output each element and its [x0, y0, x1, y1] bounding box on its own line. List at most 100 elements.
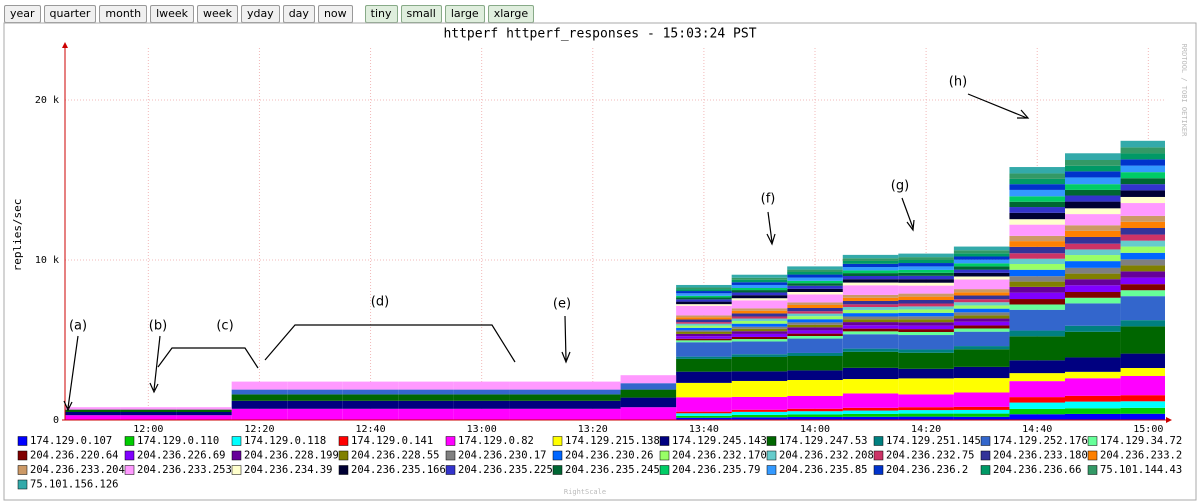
- legend-label: 204.236.236.66: [993, 464, 1082, 476]
- area-segment: [231, 408, 288, 420]
- area-segment: [842, 297, 899, 301]
- area-segment: [953, 366, 1010, 379]
- area-segment: [787, 311, 843, 314]
- area-segment: [1065, 236, 1121, 244]
- area-segment: [1065, 153, 1121, 160]
- area-segment: [676, 397, 732, 412]
- annotation: (a): [69, 319, 87, 334]
- area-segment: [953, 269, 1010, 273]
- legend-label: 174.129.247.53: [779, 435, 868, 447]
- area-segment: [1120, 271, 1165, 278]
- area-segment: [953, 305, 1010, 309]
- area-segment: [453, 381, 510, 390]
- area-segment: [787, 302, 843, 305]
- area-segment: [1065, 243, 1121, 250]
- bracket: [157, 347, 259, 369]
- button[interactable]: year: [4, 5, 41, 23]
- area-segment: [787, 283, 843, 286]
- area-segment: [731, 354, 788, 357]
- button[interactable]: now: [317, 5, 353, 23]
- area-segment: [1065, 303, 1121, 326]
- area-segment: [1009, 235, 1065, 242]
- plot: [65, 140, 1165, 420]
- legend-swatch: [124, 436, 135, 446]
- area-segment: [1065, 273, 1121, 280]
- legend-swatch: [17, 436, 28, 446]
- area-segment: [898, 303, 954, 307]
- area-segment: [1065, 395, 1121, 402]
- area-segment: [842, 413, 899, 417]
- area-segment: [676, 284, 732, 288]
- legend-label: 204.236.235.85: [779, 464, 868, 476]
- area-segment: [953, 413, 1010, 417]
- area-segment: [1065, 378, 1121, 396]
- area-segment: [1065, 325, 1121, 332]
- legend-swatch: [766, 436, 777, 446]
- area-segment: [1120, 228, 1165, 235]
- area-segment: [787, 327, 843, 331]
- area-segment: [787, 313, 843, 317]
- legend-swatch: [338, 436, 349, 446]
- area-segment: [898, 335, 954, 350]
- legend-swatch: [1087, 436, 1098, 446]
- area-segment: [398, 394, 454, 401]
- area-segment: [509, 400, 565, 409]
- area-segment: [842, 300, 899, 305]
- legend-swatch: [766, 450, 777, 461]
- area-segment: [342, 394, 399, 401]
- area-segment: [1065, 255, 1121, 262]
- footer: RightScale: [564, 488, 606, 496]
- area-segment: [731, 290, 788, 293]
- area-segment: [620, 389, 677, 398]
- y-tick-label: 0: [53, 415, 59, 426]
- area-segment: [842, 270, 899, 274]
- area-segment: [1009, 292, 1065, 300]
- area-segment: [1120, 140, 1165, 148]
- legend-swatch: [338, 465, 349, 475]
- legend-swatch: [873, 436, 884, 446]
- legend-label: 204.236.235.79: [672, 464, 761, 476]
- area-segment: [1009, 276, 1065, 282]
- area-segment: [1065, 297, 1121, 304]
- area-segment: [731, 300, 788, 309]
- area-segment: [953, 378, 1010, 393]
- legend-swatch: [124, 450, 135, 461]
- x-tick-label: 15:00: [1133, 424, 1163, 435]
- area-segment: [787, 292, 843, 295]
- y-tick-label: 20 k: [35, 95, 59, 106]
- area-segment: [1065, 408, 1121, 414]
- x-tick-label: 13:40: [689, 424, 719, 435]
- area-segment: [1009, 212, 1065, 220]
- x-axis-arrow: [1166, 417, 1172, 423]
- annotation-arrows: [63, 93, 1030, 412]
- area-segment: [1120, 284, 1165, 291]
- area-segment: [898, 319, 954, 323]
- area-segment: [1065, 177, 1121, 185]
- button[interactable]: month: [99, 5, 148, 23]
- legend-label: 204.236.235.225: [458, 464, 553, 476]
- area-segment: [898, 279, 954, 283]
- button[interactable]: quarter: [43, 5, 97, 23]
- area-segment: [1120, 290, 1165, 297]
- area-segment: [1120, 326, 1165, 354]
- area-segment: [731, 336, 788, 340]
- button[interactable]: yday: [240, 5, 280, 23]
- area-segment: [65, 412, 121, 416]
- area-segment: [1120, 190, 1165, 197]
- area-segment: [1065, 208, 1121, 215]
- legend-label: 174.129.251.145: [886, 435, 981, 447]
- legend-label: 174.129.215.138: [565, 435, 660, 447]
- area-segment: [731, 277, 788, 280]
- area-segment: [842, 260, 899, 264]
- area-segment: [65, 415, 121, 420]
- area-segment: [676, 297, 732, 300]
- area-segment: [953, 259, 1010, 264]
- area-segment: [842, 279, 899, 283]
- legend-label: 204.236.232.75: [886, 450, 975, 462]
- area-segment: [842, 367, 899, 380]
- area-segment: [898, 293, 954, 297]
- button[interactable]: small: [400, 5, 442, 23]
- area-segment: [731, 411, 788, 415]
- area-segment: [898, 282, 954, 286]
- legend-swatch: [231, 450, 242, 461]
